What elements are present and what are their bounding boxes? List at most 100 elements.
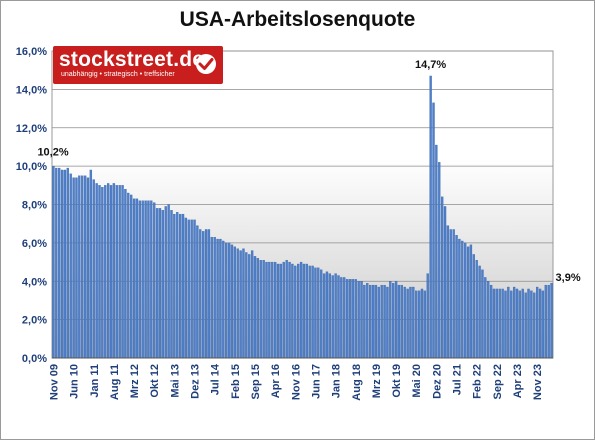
logo-tagline: unabhängig • strategisch • treffsicher [61,71,175,78]
data-label: 10,2% [37,146,68,158]
bar [498,288,501,359]
bar [135,198,139,359]
stockstreet-logo: stockstreet.de unabhängig • strategisch … [53,46,223,84]
bar [297,263,300,359]
bar [345,279,349,359]
bar [144,200,147,359]
bar [115,185,118,359]
bar [317,267,320,359]
bar [363,284,366,359]
bar [492,288,496,359]
bar [360,281,363,359]
y-tick-label: 8,0% [22,200,47,212]
bar [423,290,427,359]
bar [132,198,136,359]
bar [294,265,297,359]
bar [435,144,438,359]
x-tick-label: Nov 16 [290,364,302,400]
bar [230,244,234,359]
bar [389,281,392,359]
bar [69,173,72,359]
bar [521,288,524,359]
bar [138,200,141,359]
bar [415,290,418,359]
x-tick-label: Okt 19 [391,364,403,398]
bar [383,284,386,359]
bar [432,102,435,359]
bar [487,281,490,359]
bar [112,183,116,359]
bar [337,275,340,359]
bar [253,256,257,359]
bar [256,258,260,359]
bar [92,179,95,359]
bar [351,279,355,359]
bar [348,279,352,359]
checkmark-icon [196,54,216,74]
bar [394,281,398,359]
y-tick-label: 14,0% [16,84,47,96]
bar [121,185,124,359]
bar [299,261,303,359]
bar [216,238,219,359]
bar [250,250,254,359]
x-tick-label: Jun 10 [69,364,81,399]
bar [536,286,539,359]
x-tick-label: Mrz 19 [371,364,383,398]
bar [429,75,432,359]
bar [489,284,493,359]
y-tick-label: 16,0% [16,46,47,58]
bar [63,169,67,359]
bar [541,290,545,359]
bar [184,217,188,359]
bar [443,206,447,359]
bar [78,175,81,359]
x-tick-label: Apr 16 [270,364,282,398]
bar [176,212,179,359]
bar [406,288,409,359]
x-tick-label: Jul 14 [210,363,222,395]
bar [262,260,265,359]
bar [314,267,317,359]
bar [510,290,513,359]
bar [155,208,159,359]
bar [187,219,190,359]
bar [420,288,424,359]
bar [452,229,455,359]
bar [153,202,156,359]
bar [167,204,170,359]
bar [466,246,470,359]
x-tick-label: Mai 20 [411,364,423,398]
bar [213,236,216,359]
bar [83,175,87,359]
bar [426,273,429,359]
x-tick-label: Mai 13 [169,364,181,398]
bar [147,200,150,359]
bar [104,185,107,359]
bar [530,290,533,359]
bar [417,290,421,359]
bar [58,167,61,359]
bar [207,229,211,359]
bar [386,286,389,359]
bar [380,284,383,359]
bar [544,284,547,359]
bar [225,242,228,359]
bar [484,277,487,359]
bar [150,200,153,359]
bar [279,263,283,359]
bar [265,261,268,359]
bar [124,189,127,359]
chart-title: USA-Arbeitslosenquote [179,8,416,31]
bar [89,169,93,359]
bar [276,263,280,359]
bar [527,288,530,359]
x-tick-label: Jun 17 [310,364,322,399]
bar [130,194,133,359]
bar [518,290,522,359]
bar [227,242,231,359]
bar [219,238,222,359]
x-tick-label: Sep 22 [492,364,504,399]
x-tick-label: Jul 21 [452,364,464,395]
